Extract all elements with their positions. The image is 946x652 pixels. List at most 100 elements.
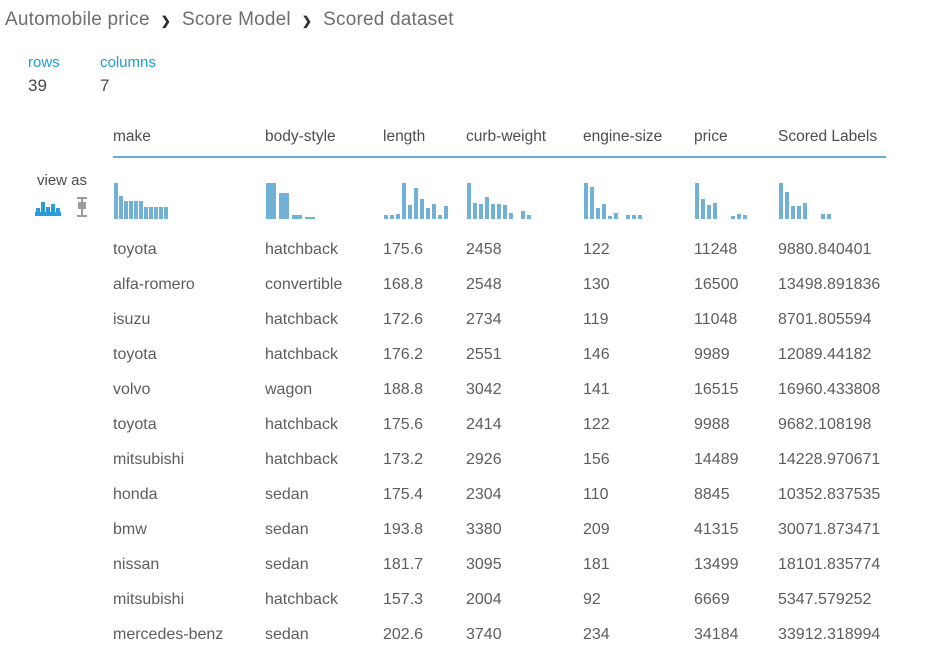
histogram-bar (713, 203, 717, 219)
histogram-bar (124, 201, 128, 219)
table-cell: 122 (583, 416, 610, 433)
histogram-bar (596, 208, 600, 219)
histogram-bar (384, 215, 388, 219)
histogram-bar (396, 214, 400, 219)
histogram-bar (473, 203, 477, 219)
table-cell: 13499 (694, 556, 739, 573)
table-cell: 119 (583, 311, 609, 328)
columns-label[interactable]: columns (100, 54, 156, 71)
table-cell: 9988 (694, 416, 730, 433)
column-histogram-engine-size[interactable] (583, 158, 694, 232)
histogram-bar (779, 183, 783, 219)
column-header-price[interactable]: price (694, 128, 778, 158)
table-cell: 2926 (466, 451, 502, 468)
histogram-bar (444, 206, 448, 219)
table-cell: 110 (583, 486, 609, 503)
table-cell: 14489 (694, 451, 739, 468)
table-cell: 2004 (466, 591, 502, 608)
table-cell: mitsubishi (113, 451, 185, 468)
table-cell: 2734 (466, 311, 502, 328)
histogram-bar (602, 204, 606, 219)
table-cell: 2414 (466, 416, 502, 433)
table-cell: 11048 (694, 311, 738, 328)
column-header-length[interactable]: length (383, 128, 466, 158)
table-cell: 3380 (466, 521, 502, 538)
histogram-bar (266, 183, 276, 219)
table-cell: 16500 (694, 276, 739, 293)
table-cell: hatchback (265, 311, 338, 328)
histogram-bar (590, 187, 594, 219)
histogram-bar (159, 207, 163, 219)
table-cell: 188.8 (383, 381, 424, 398)
histogram-bar (119, 196, 123, 219)
columns-stat: columns 7 (100, 54, 172, 96)
breadcrumb-item-module[interactable]: Score Model (181, 9, 291, 30)
column-histogram-length[interactable] (383, 158, 466, 232)
table-cell: 8701.805594 (778, 311, 872, 328)
table-cell: 181.7 (383, 556, 424, 573)
histogram-bar (408, 205, 412, 219)
table-cell: 3042 (466, 381, 502, 398)
histogram-bar (608, 216, 612, 219)
table-cell: 92 (583, 591, 601, 608)
histogram-bar (467, 183, 471, 219)
table-cell: 141 (583, 381, 610, 398)
table-cell: sedan (265, 626, 309, 643)
table-cell: 175.6 (383, 416, 424, 433)
histogram-bar (785, 192, 789, 219)
histogram-bar (154, 207, 158, 219)
column-header-body-style[interactable]: body-style (265, 128, 383, 158)
table-cell: 122 (583, 241, 610, 258)
table-cell: hatchback (265, 591, 338, 608)
table-cell: sedan (265, 556, 309, 573)
table-cell: 2551 (466, 346, 502, 363)
column-header-make[interactable]: make (113, 128, 265, 158)
column-histogram-price[interactable] (694, 158, 778, 232)
table-cell: nissan (113, 556, 160, 573)
histogram-bar (509, 213, 513, 219)
column-histogram-curb-weight[interactable] (466, 158, 583, 232)
table-cell: 10352.837535 (778, 486, 881, 503)
view-as-control: view as (26, 172, 98, 223)
histogram-bar (521, 211, 525, 219)
table-cell: 181 (583, 556, 610, 573)
histogram-bar (129, 201, 133, 219)
histogram-bar (527, 215, 531, 219)
table-cell: 2304 (466, 486, 502, 503)
column-header-scored-labels[interactable]: Scored Labels (778, 128, 886, 158)
table-cell: 9880.840401 (778, 241, 872, 258)
table-cell: 173.2 (383, 451, 424, 468)
histogram-bar (737, 214, 741, 219)
histogram-bar (485, 197, 489, 219)
histogram-bar (420, 199, 424, 219)
histogram-view-icon[interactable] (35, 199, 62, 223)
histogram-bar (479, 204, 483, 219)
table-cell: 3095 (466, 556, 502, 573)
table-cell: 33912.318994 (778, 626, 881, 643)
table-cell: 176.2 (383, 346, 424, 363)
column-header-curb-weight[interactable]: curb-weight (466, 128, 583, 158)
column-histogram-body-style[interactable] (265, 158, 383, 232)
table-cell: toyota (113, 346, 157, 363)
rows-label[interactable]: rows (28, 54, 60, 71)
histogram-bar (139, 201, 143, 219)
column-header-engine-size[interactable]: engine-size (583, 128, 694, 158)
histogram-bar (803, 203, 807, 219)
boxplot-view-icon[interactable] (75, 197, 89, 223)
table-cell: convertible (265, 276, 343, 293)
table-cell: 6669 (694, 591, 730, 608)
breadcrumb: Automobile price ❯ Score Model ❯ Scored … (5, 9, 454, 31)
column-histogram-make[interactable] (113, 158, 265, 232)
histogram-bar (402, 183, 406, 219)
table-cell: volvo (113, 381, 151, 398)
table-cell: 193.8 (383, 521, 424, 538)
histogram-bar (164, 207, 168, 219)
table-cell: hatchback (265, 451, 338, 468)
table-cell: 18101.835774 (778, 556, 881, 573)
histogram-bar (743, 215, 747, 219)
table-cell: 12089.44182 (778, 346, 872, 363)
breadcrumb-item-experiment[interactable]: Automobile price (5, 9, 150, 30)
column-histogram-scored-labels[interactable] (778, 158, 886, 232)
histogram-bar (414, 188, 418, 219)
